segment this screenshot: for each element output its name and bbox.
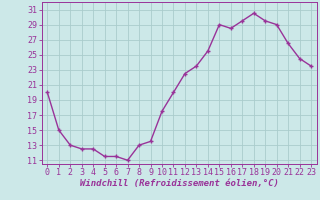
X-axis label: Windchill (Refroidissement éolien,°C): Windchill (Refroidissement éolien,°C) (80, 179, 279, 188)
